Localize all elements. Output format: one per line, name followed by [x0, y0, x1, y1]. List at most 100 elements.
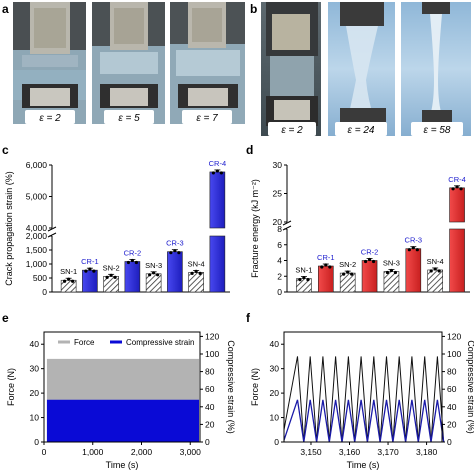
category-label: SN-4	[188, 259, 205, 268]
y-right-tick-label: 100	[447, 349, 461, 359]
data-point	[67, 277, 71, 281]
data-point	[367, 257, 372, 262]
bar-sn-1	[296, 278, 312, 293]
data-point	[194, 269, 198, 273]
category-label: SN-1	[60, 267, 77, 276]
y-right-tick-label: 20	[205, 419, 215, 429]
photo-a1-label: ε = 2	[39, 113, 61, 124]
data-point	[328, 265, 332, 269]
data-point	[177, 251, 181, 255]
bar-sn-2	[103, 276, 119, 293]
photo-b1-label: ε = 2	[281, 125, 303, 136]
y-right-tick-label: 80	[205, 367, 215, 377]
y-left-tick-label: 20	[30, 388, 40, 398]
x-tick-label: 3,170	[377, 447, 399, 457]
data-point	[451, 187, 455, 191]
bar-cr-4	[449, 228, 465, 293]
bar-sn-3	[383, 271, 400, 293]
bar-cr-2	[361, 260, 378, 293]
y-tick-label: 25	[273, 189, 283, 199]
x-tick-label: 3,000	[180, 447, 202, 457]
y-left-tick-label: 30	[30, 364, 40, 374]
bar-sn-2	[339, 272, 356, 293]
data-point	[407, 248, 411, 252]
data-point	[363, 259, 368, 264]
category-label: CR-2	[361, 248, 379, 257]
bar-cr-4-upper	[449, 187, 465, 223]
x-tick-label: 1,000	[82, 447, 104, 457]
data-point	[411, 246, 415, 250]
panel-a-letter: a	[2, 2, 9, 16]
photo-a3: ε = 7	[170, 2, 245, 124]
data-point	[306, 278, 310, 282]
data-point	[371, 259, 376, 264]
y-right-tick-label: 100	[205, 349, 219, 359]
bar-cr-3	[405, 248, 422, 293]
bar-cr-1	[82, 269, 98, 293]
y-axis-label: Fracture energy (kJ m⁻²)	[250, 179, 260, 278]
y-tick-label: 500	[33, 273, 47, 283]
bar-cr-4-upper	[209, 171, 226, 229]
bar-sn-3	[145, 273, 162, 293]
y-left-tick-label: 20	[270, 388, 280, 398]
plot-frame	[43, 331, 201, 443]
data-point	[342, 272, 346, 276]
photo-b3-label: ε = 58	[424, 125, 451, 136]
category-label: CR-4	[448, 175, 466, 184]
data-point	[429, 269, 433, 273]
data-point	[84, 269, 88, 273]
y-tick-label: 0	[277, 287, 282, 297]
photo-b3: ε = 58	[401, 2, 471, 136]
y-left-axis-label: Force (N)	[250, 368, 260, 406]
panel-b-letter: b	[250, 2, 257, 16]
y-right-tick-label: 80	[447, 367, 457, 377]
y-tick-label: 6	[277, 240, 282, 250]
legend-label-strain: Compressive strain	[126, 338, 194, 347]
data-point	[169, 251, 173, 255]
y-tick-label: 4	[277, 256, 282, 266]
panel-a-photos: ε = 2 ε = 5 ε = 7	[13, 2, 245, 124]
y-tick-label: 1,000	[26, 259, 48, 269]
data-point	[215, 169, 219, 173]
y-right-tick-label: 120	[205, 331, 219, 341]
data-point	[393, 270, 398, 275]
category-label: SN-3	[383, 259, 400, 268]
y-tick-label: 8	[277, 224, 282, 234]
x-tick-label: 2,000	[131, 447, 153, 457]
x-axis-label: Time (s)	[347, 460, 380, 470]
data-point	[134, 260, 138, 265]
data-point	[63, 279, 67, 283]
data-point	[219, 171, 223, 175]
y-tick-label: 1,500	[26, 245, 48, 255]
category-label: SN-3	[145, 261, 162, 270]
y-left-tick-label: 0	[34, 437, 39, 447]
strain-series-area	[46, 399, 200, 442]
bar-cr-1	[318, 265, 334, 293]
data-point	[320, 265, 324, 269]
y-right-tick-label: 40	[205, 402, 215, 412]
category-label: SN-1	[295, 266, 312, 275]
data-point	[173, 249, 177, 253]
panel-b-photos: ε = 2 ε = 24 ε = 58	[261, 2, 471, 136]
bar-cr-3	[167, 251, 183, 293]
x-axis-label: Time (s)	[106, 460, 139, 470]
y-right-tick-label: 0	[447, 437, 452, 447]
photo-a2: ε = 5	[92, 2, 165, 124]
data-point	[324, 263, 328, 267]
data-point	[71, 279, 75, 283]
chart-f: 0 10 20 30 40 0 20 40 60 80 100 120 Force (N) Compres…	[250, 331, 474, 470]
category-label: CR-3	[166, 239, 184, 248]
y-tick-label: 5,000	[26, 192, 48, 202]
y-tick-label: 2	[277, 271, 282, 281]
data-point	[459, 187, 463, 191]
chart-d: 0 2 4 6 820 25 30 Fracture energy (kJ m⁻²) SN-1 C…	[250, 160, 470, 297]
panel-d-letter: d	[246, 143, 253, 157]
data-point	[109, 273, 113, 277]
axis-break-mark	[282, 220, 292, 226]
data-point	[105, 275, 109, 279]
data-point	[389, 268, 394, 273]
data-point	[302, 276, 306, 280]
data-point	[433, 267, 437, 271]
y-right-tick-label: 60	[205, 384, 215, 394]
y-axis-label: Crack propagation strain (%)	[4, 171, 14, 286]
